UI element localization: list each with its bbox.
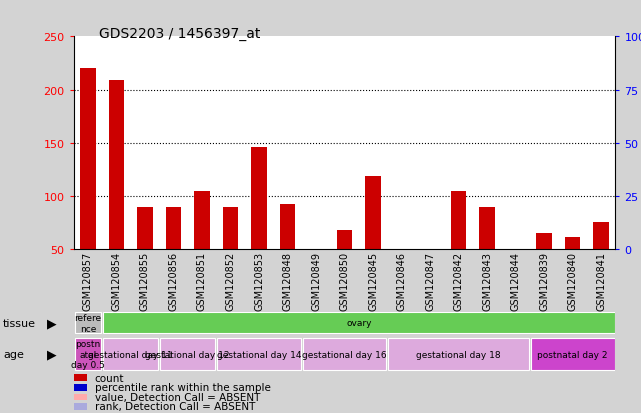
Bar [337, 231, 353, 250]
Bar [103, 338, 158, 370]
Text: rank, Detection Call = ABSENT: rank, Detection Call = ABSENT [95, 401, 255, 411]
Bar [80, 69, 96, 250]
Text: percentile rank within the sample: percentile rank within the sample [95, 382, 271, 392]
Text: gestational day 12: gestational day 12 [146, 350, 230, 358]
Bar [165, 207, 181, 250]
Text: gestational day 16: gestational day 16 [302, 350, 387, 358]
Text: ▶: ▶ [47, 348, 56, 361]
Bar [279, 204, 296, 250]
Bar [194, 191, 210, 250]
Bar [531, 338, 615, 370]
Bar [74, 313, 101, 334]
Text: ovary: ovary [346, 319, 372, 328]
Bar [365, 176, 381, 250]
Bar [137, 207, 153, 250]
Bar [594, 222, 609, 250]
Bar [217, 338, 301, 370]
Bar [251, 148, 267, 250]
Bar [388, 338, 529, 370]
Text: ▶: ▶ [47, 317, 56, 330]
Text: count: count [95, 373, 124, 383]
Text: gestational day 11: gestational day 11 [88, 350, 173, 358]
Bar [451, 191, 467, 250]
Bar [108, 81, 124, 250]
Bar [222, 207, 238, 250]
Text: gestational day 14: gestational day 14 [217, 350, 301, 358]
Text: value, Detection Call = ABSENT: value, Detection Call = ABSENT [95, 392, 260, 402]
Text: GDS2203 / 1456397_at: GDS2203 / 1456397_at [99, 27, 261, 41]
Text: age: age [3, 349, 24, 359]
Text: tissue: tissue [3, 318, 36, 328]
Bar [160, 338, 215, 370]
Text: gestational day 18: gestational day 18 [416, 350, 501, 358]
Bar [74, 338, 101, 370]
Text: refere
nce: refere nce [74, 313, 101, 333]
Text: postn
atal
day 0.5: postn atal day 0.5 [71, 339, 105, 369]
Text: postnatal day 2: postnatal day 2 [537, 350, 608, 358]
Bar [479, 207, 495, 250]
Bar [303, 338, 387, 370]
Bar [537, 234, 552, 250]
Bar [565, 237, 581, 250]
